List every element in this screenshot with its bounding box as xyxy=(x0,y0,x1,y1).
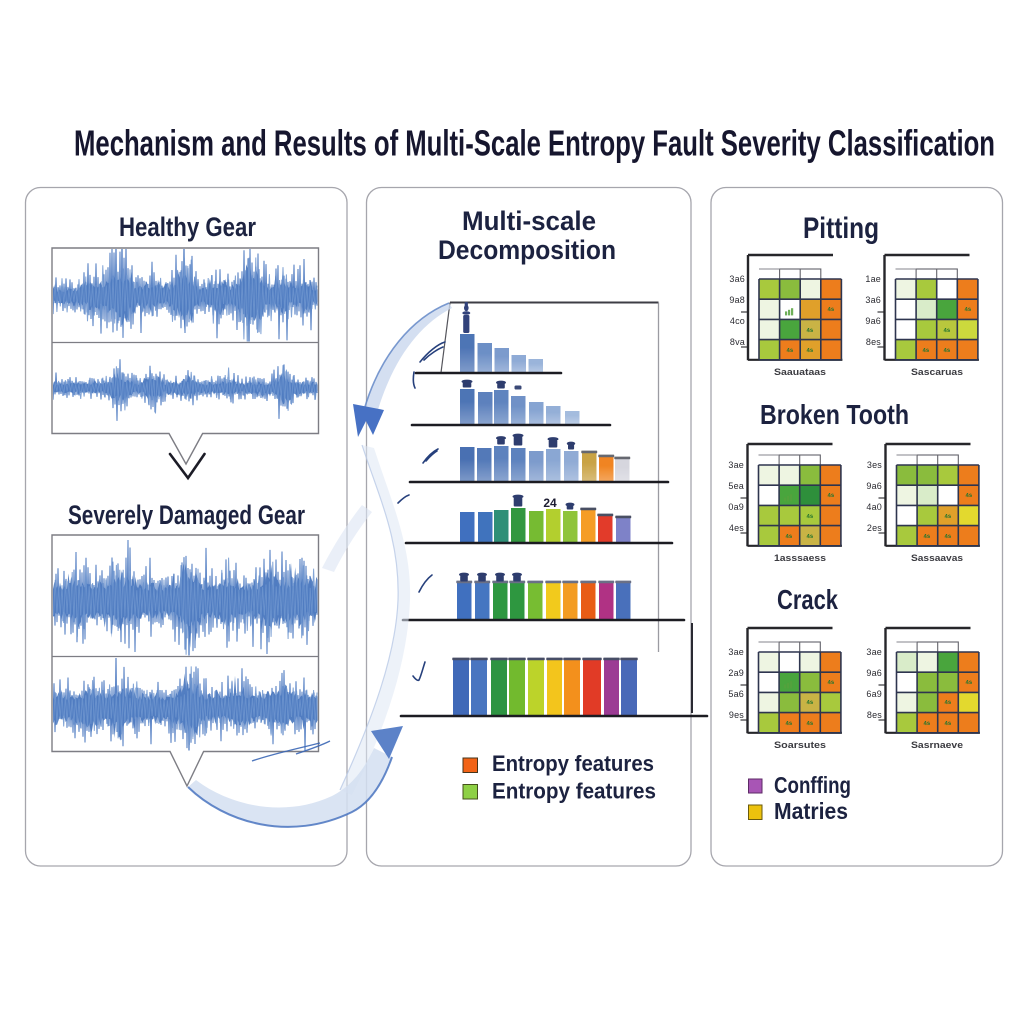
svg-text:4s: 4s xyxy=(827,307,835,313)
svg-text:4s: 4s xyxy=(965,680,973,686)
svg-text:9a8: 9a8 xyxy=(729,295,745,305)
svg-text:Matries: Matries xyxy=(774,798,848,824)
svg-text:9a6: 9a6 xyxy=(866,481,882,491)
svg-text:4s: 4s xyxy=(943,348,951,354)
svg-text:4a0: 4a0 xyxy=(866,502,882,512)
svg-text:5a6: 5a6 xyxy=(728,689,744,699)
svg-text:4s: 4s xyxy=(806,348,814,354)
svg-text:3ae: 3ae xyxy=(728,460,744,470)
svg-text:8va: 8va xyxy=(730,337,745,347)
svg-text:4s: 4s xyxy=(806,514,814,520)
svg-text:Soarsutes: Soarsutes xyxy=(774,740,826,750)
svg-text:2a9: 2a9 xyxy=(728,668,744,678)
svg-text:4s: 4s xyxy=(944,514,952,520)
svg-text:2es: 2es xyxy=(867,523,882,533)
svg-text:3ae: 3ae xyxy=(866,647,882,657)
svg-text:4s: 4s xyxy=(923,721,931,727)
svg-text:4s: 4s xyxy=(944,534,952,540)
svg-text:Conffing: Conffing xyxy=(774,772,851,798)
svg-text:4s: 4s xyxy=(785,534,793,540)
svg-text:4s: 4s xyxy=(923,534,931,540)
svg-text:Pitting: Pitting xyxy=(803,212,879,245)
svg-text:4es: 4es xyxy=(729,523,744,533)
svg-text:1asssaess: 1asssaess xyxy=(774,553,826,563)
svg-text:3ae: 3ae xyxy=(728,647,744,657)
svg-text:9a6: 9a6 xyxy=(866,668,882,678)
svg-text:Sascaruas: Sascaruas xyxy=(911,367,963,377)
svg-text:4s: 4s xyxy=(944,721,952,727)
svg-text:4co: 4co xyxy=(730,316,745,326)
svg-text:4s: 4s xyxy=(922,348,930,354)
svg-text:Crack: Crack xyxy=(777,584,838,615)
svg-text:Mechanism and Results of Multi: Mechanism and Results of Multi-Scale Ent… xyxy=(74,123,995,164)
svg-text:6a9: 6a9 xyxy=(866,689,882,699)
svg-text:Sasrnaeve: Sasrnaeve xyxy=(911,740,963,750)
svg-text:Sassaavas: Sassaavas xyxy=(911,553,963,563)
svg-text:9es: 9es xyxy=(729,710,744,720)
svg-text:1ae: 1ae xyxy=(865,274,881,284)
svg-text:3a6: 3a6 xyxy=(865,295,881,305)
svg-text:Multi-scale: Multi-scale xyxy=(462,206,596,236)
svg-text:4s: 4s xyxy=(944,700,952,706)
svg-text:4s: 4s xyxy=(827,493,835,499)
svg-text:4s: 4s xyxy=(785,721,793,727)
svg-text:4s: 4s xyxy=(806,700,814,706)
svg-text:8es: 8es xyxy=(866,337,881,347)
svg-text:9a6: 9a6 xyxy=(865,316,881,326)
svg-text:Severely Damaged Gear: Severely Damaged Gear xyxy=(68,500,305,530)
svg-text:4s: 4s xyxy=(806,721,814,727)
svg-text:5ea: 5ea xyxy=(728,481,744,491)
svg-text:Entropy features: Entropy features xyxy=(492,751,654,776)
svg-text:4s: 4s xyxy=(806,534,814,540)
svg-text:4s: 4s xyxy=(964,307,972,313)
svg-text:3a6: 3a6 xyxy=(729,274,745,284)
svg-text:Broken Tooth: Broken Tooth xyxy=(760,399,909,430)
svg-text:Entropy features: Entropy features xyxy=(492,779,656,804)
svg-text:4s: 4s xyxy=(943,328,951,334)
svg-text:Saauataas: Saauataas xyxy=(774,367,826,377)
svg-text:3es: 3es xyxy=(867,460,882,470)
svg-text:4s: 4s xyxy=(786,348,794,354)
svg-text:24: 24 xyxy=(543,496,557,510)
svg-text:4s: 4s xyxy=(827,680,835,686)
svg-text:Decomposition: Decomposition xyxy=(438,235,616,265)
svg-text:4s: 4s xyxy=(806,328,814,334)
svg-text:0a9: 0a9 xyxy=(728,502,744,512)
svg-text:8es: 8es xyxy=(867,710,882,720)
svg-text:Healthy Gear: Healthy Gear xyxy=(119,212,256,242)
svg-text:4s: 4s xyxy=(965,493,973,499)
